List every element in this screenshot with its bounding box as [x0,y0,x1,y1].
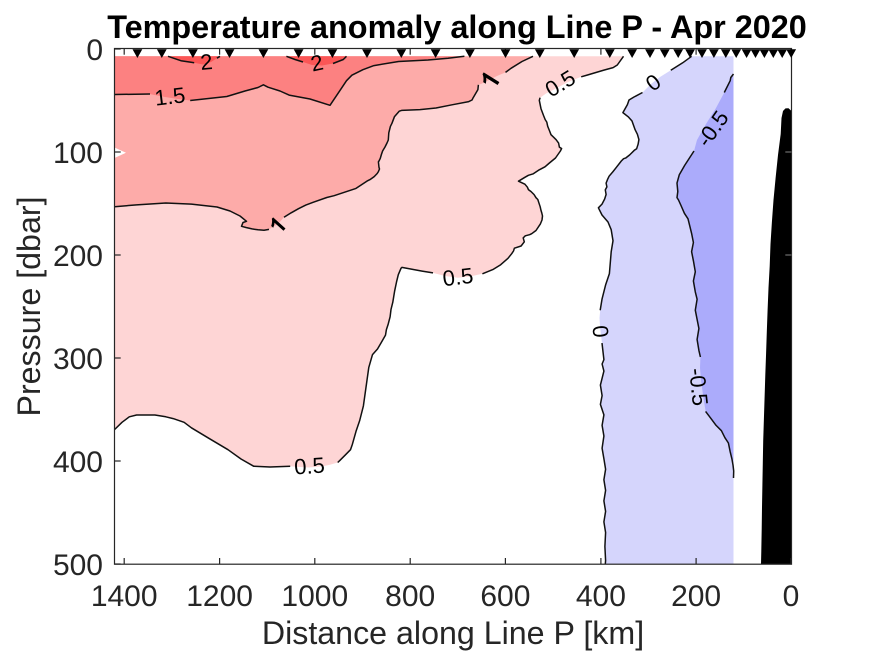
svg-text:200: 200 [671,580,721,613]
svg-text:0: 0 [783,580,800,613]
svg-text:0.5: 0.5 [441,263,474,292]
svg-text:1000: 1000 [281,580,348,613]
svg-text:Pressure [dbar]: Pressure [dbar] [11,196,47,416]
svg-text:0: 0 [588,324,614,338]
svg-text:300: 300 [53,343,103,376]
svg-text:Temperature anomaly along Line: Temperature anomaly along Line P - Apr 2… [107,9,807,45]
svg-text:1400: 1400 [91,580,158,613]
svg-text:400: 400 [53,446,103,479]
svg-text:800: 800 [385,580,435,613]
svg-text:2: 2 [308,50,325,77]
svg-text:0: 0 [86,34,103,67]
svg-text:0.5: 0.5 [293,452,325,479]
svg-text:-0.5: -0.5 [684,367,713,407]
svg-text:2: 2 [199,49,213,75]
svg-text:1.5: 1.5 [153,82,186,111]
svg-text:Distance along Line P [km]: Distance along Line P [km] [262,615,644,651]
svg-text:100: 100 [53,137,103,170]
svg-text:400: 400 [576,580,626,613]
svg-text:500: 500 [53,549,103,582]
svg-text:200: 200 [53,240,103,273]
svg-text:600: 600 [480,580,530,613]
svg-text:1200: 1200 [186,580,253,613]
